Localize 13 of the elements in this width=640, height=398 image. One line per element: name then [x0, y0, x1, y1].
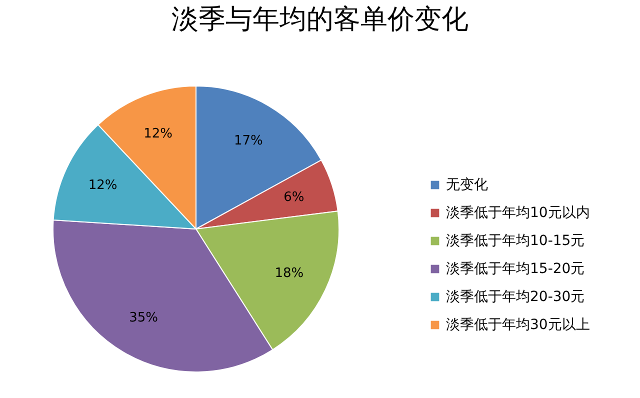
- data-label: 18%: [274, 266, 304, 281]
- legend-label: 无变化: [446, 177, 488, 193]
- data-label: 12%: [144, 126, 173, 142]
- legend-label: 淡季低于年均20-30元: [446, 289, 585, 305]
- data-label: 17%: [234, 133, 263, 148]
- legend-label: 淡季低于年均10元以内: [446, 205, 590, 221]
- legend-label: 淡季低于年均30元以上: [446, 317, 590, 333]
- data-label: 12%: [88, 178, 118, 194]
- chart-title: 淡季与年均的客单价变化: [172, 4, 468, 35]
- data-label: 6%: [284, 190, 304, 206]
- data-label: 35%: [129, 310, 158, 326]
- legend-label: 淡季低于年均10-15元: [446, 233, 585, 249]
- legend-label: 淡季低于年均15-20元: [446, 261, 585, 277]
